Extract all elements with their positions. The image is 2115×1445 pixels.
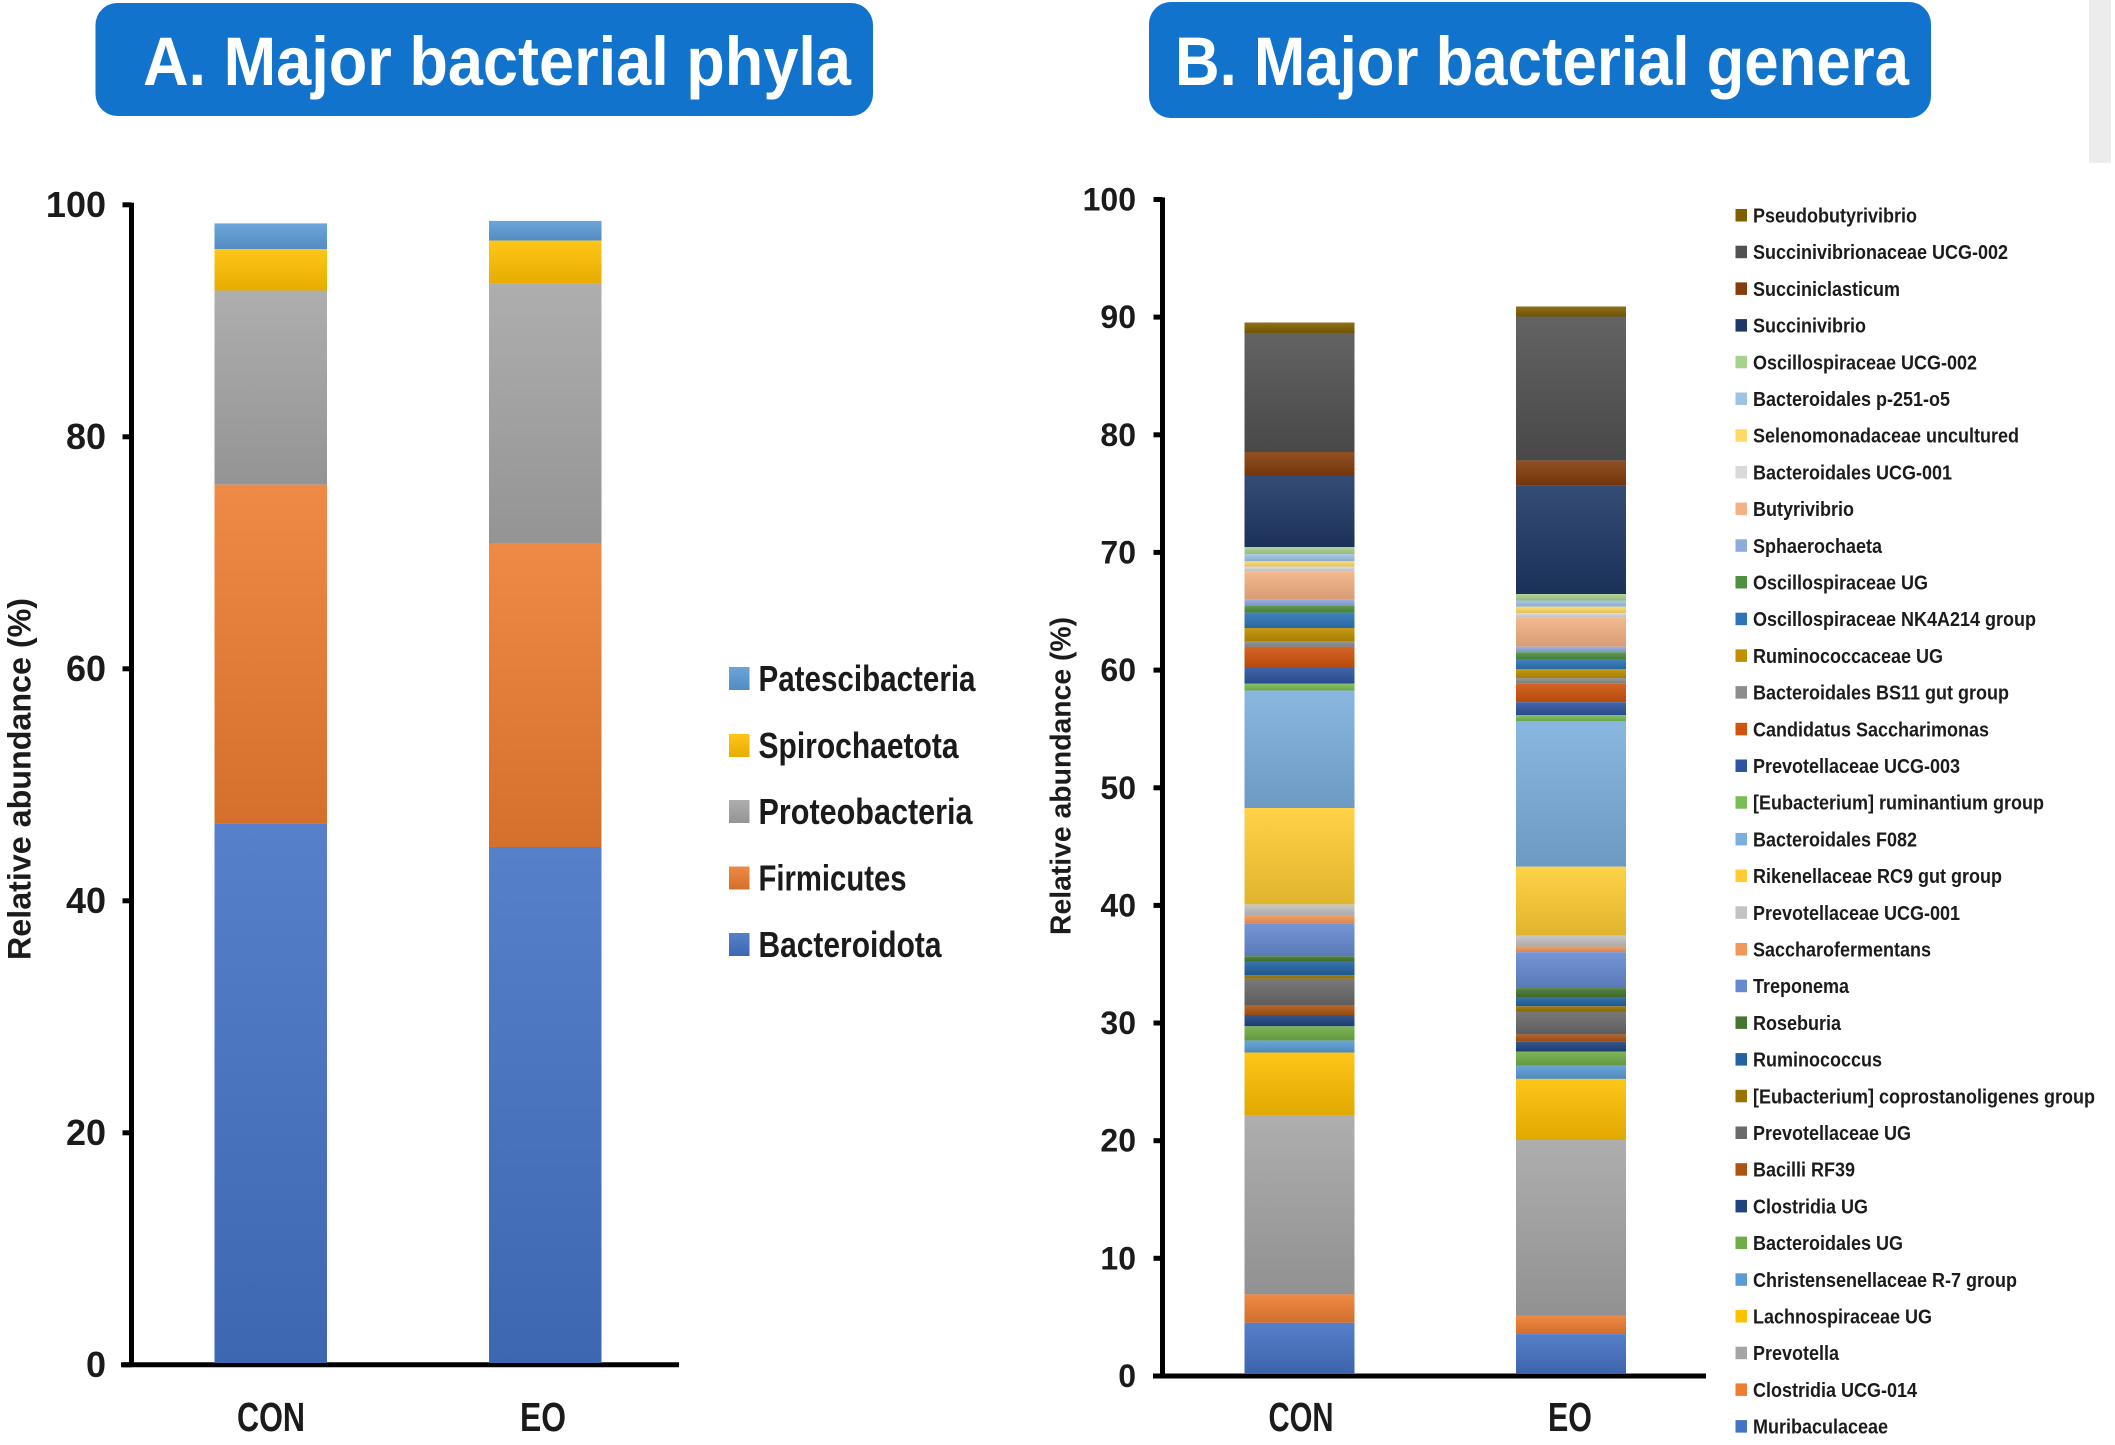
svg-text:Muribaculaceae: Muribaculaceae <box>1753 1417 1888 1439</box>
svg-text:60: 60 <box>66 648 106 689</box>
svg-text:Ruminococcaceae UG: Ruminococcaceae UG <box>1753 646 1943 668</box>
svg-text:Bacilli RF39: Bacilli RF39 <box>1753 1160 1855 1182</box>
svg-text:Relative abundance (%): Relative abundance (%) <box>2 598 38 960</box>
svg-text:100: 100 <box>46 184 106 225</box>
svg-text:Bacteroidales UG: Bacteroidales UG <box>1753 1233 1903 1255</box>
svg-text:Butyrivibrio: Butyrivibrio <box>1753 499 1854 521</box>
svg-text:Succinivibrionaceae UCG-002: Succinivibrionaceae UCG-002 <box>1753 242 2008 264</box>
svg-text:Oscillospiraceae UCG-002: Oscillospiraceae UCG-002 <box>1753 352 1977 374</box>
svg-text:Succinivibrio: Succinivibrio <box>1753 316 1866 338</box>
svg-text:20: 20 <box>1100 1123 1136 1159</box>
svg-text:40: 40 <box>66 880 106 921</box>
svg-text:Bacteroidales UCG-001: Bacteroidales UCG-001 <box>1753 462 1952 484</box>
svg-text:Prevotellaceae UCG-003: Prevotellaceae UCG-003 <box>1753 756 1960 778</box>
svg-text:Pseudobutyrivibrio: Pseudobutyrivibrio <box>1753 206 1917 228</box>
svg-text:60: 60 <box>1100 652 1136 688</box>
svg-text:Bacteroidota: Bacteroidota <box>759 924 943 965</box>
svg-text:100: 100 <box>1083 182 1136 218</box>
svg-text:Bacteroidales BS11 gut group: Bacteroidales BS11 gut group <box>1753 683 2009 705</box>
svg-text:80: 80 <box>1100 417 1136 453</box>
svg-text:70: 70 <box>1100 534 1136 570</box>
svg-text:[Eubacterium] coprostanoligene: [Eubacterium] coprostanoligenes group <box>1753 1086 2095 1108</box>
svg-text:Bacteroidales F082: Bacteroidales F082 <box>1753 829 1917 851</box>
svg-text:EO: EO <box>520 1394 566 1440</box>
svg-text:CON: CON <box>1269 1394 1334 1440</box>
svg-text:40: 40 <box>1100 887 1136 923</box>
svg-text:Treponema: Treponema <box>1753 976 1850 998</box>
svg-text:20: 20 <box>66 1112 106 1153</box>
svg-text:Ruminococcus: Ruminococcus <box>1753 1050 1882 1072</box>
svg-text:10: 10 <box>1100 1240 1136 1276</box>
svg-text:Clostridia UG: Clostridia UG <box>1753 1196 1868 1218</box>
svg-text:Bacteroidales p-251-o5: Bacteroidales p-251-o5 <box>1753 389 1950 411</box>
svg-text:Oscillospiraceae NK4A214 group: Oscillospiraceae NK4A214 group <box>1753 609 2036 631</box>
svg-text:B. Major bacterial genera: B. Major bacterial genera <box>1175 23 1910 100</box>
svg-text:Relative abundance (%): Relative abundance (%) <box>1046 617 1078 935</box>
svg-text:Prevotella: Prevotella <box>1753 1343 1840 1365</box>
svg-text:Lachnospiraceae UG: Lachnospiraceae UG <box>1753 1307 1932 1329</box>
svg-text:Sphaerochaeta: Sphaerochaeta <box>1753 536 1883 558</box>
svg-text:30: 30 <box>1100 1005 1136 1041</box>
svg-text:0: 0 <box>1118 1358 1136 1394</box>
svg-text:Christensenellaceae R-7 group: Christensenellaceae R-7 group <box>1753 1270 2017 1292</box>
svg-text:80: 80 <box>66 416 106 457</box>
svg-text:Rikenellaceae RC9 gut group: Rikenellaceae RC9 gut group <box>1753 866 2002 888</box>
svg-text:CON: CON <box>237 1394 305 1440</box>
svg-text:Selenomonadaceae uncultured: Selenomonadaceae uncultured <box>1753 426 2019 448</box>
svg-text:[Eubacterium] ruminantium grou: [Eubacterium] ruminantium group <box>1753 793 2044 815</box>
svg-text:Candidatus Saccharimonas: Candidatus Saccharimonas <box>1753 719 1989 741</box>
svg-text:Succiniclasticum: Succiniclasticum <box>1753 279 1900 301</box>
svg-text:0: 0 <box>86 1344 106 1385</box>
svg-text:Clostridia UCG-014: Clostridia UCG-014 <box>1753 1380 1918 1402</box>
svg-text:A. Major bacterial phyla: A. Major bacterial phyla <box>143 23 852 100</box>
svg-text:Oscillospiraceae UG: Oscillospiraceae UG <box>1753 573 1928 595</box>
svg-text:Prevotellaceae UG: Prevotellaceae UG <box>1753 1123 1911 1145</box>
svg-text:50: 50 <box>1100 770 1136 806</box>
svg-text:Proteobacteria: Proteobacteria <box>759 791 974 832</box>
svg-text:Prevotellaceae UCG-001: Prevotellaceae UCG-001 <box>1753 903 1960 925</box>
svg-text:Firmicutes: Firmicutes <box>759 858 907 899</box>
svg-text:Patescibacteria: Patescibacteria <box>759 658 977 699</box>
svg-text:Spirochaetota: Spirochaetota <box>759 725 960 766</box>
svg-text:90: 90 <box>1100 299 1136 335</box>
svg-text:Saccharofermentans: Saccharofermentans <box>1753 940 1931 962</box>
svg-text:EO: EO <box>1548 1394 1592 1440</box>
svg-text:Roseburia: Roseburia <box>1753 1013 1842 1035</box>
